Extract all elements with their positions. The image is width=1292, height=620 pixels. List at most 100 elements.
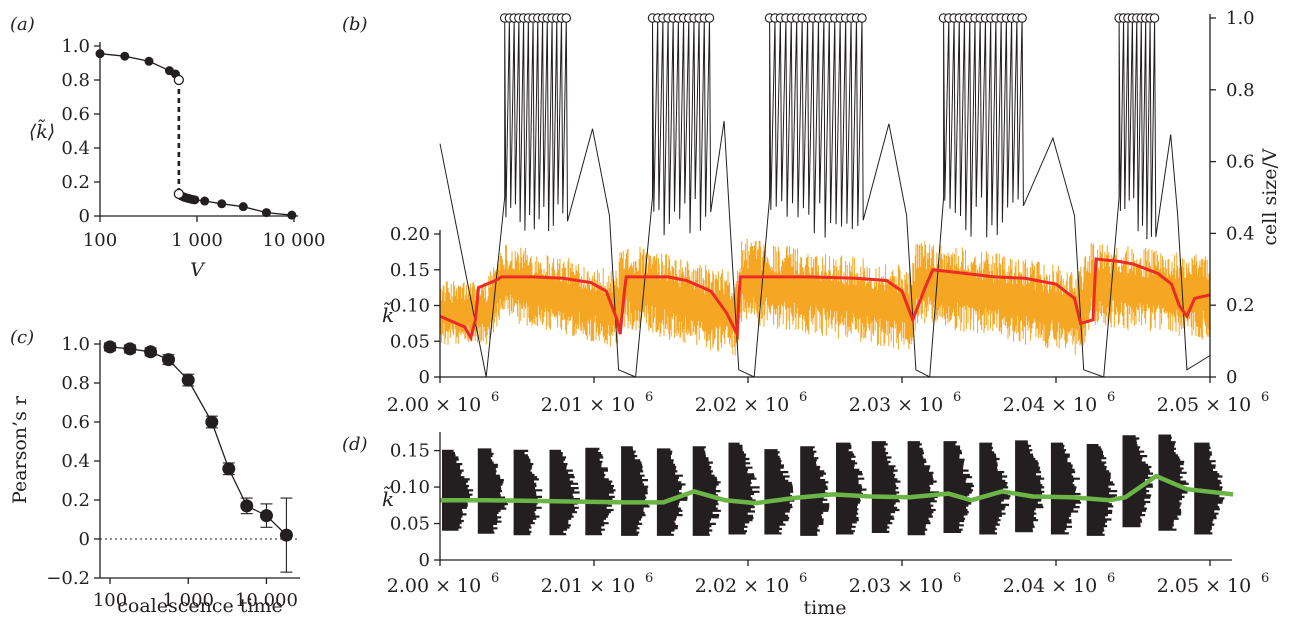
data-point	[95, 49, 105, 59]
data-point	[240, 499, 254, 513]
x-tick-label: 100	[93, 590, 127, 611]
k-histogram	[907, 441, 940, 536]
data-point	[222, 462, 236, 476]
x-tick-label: 10 000	[263, 230, 326, 251]
x-tick-label: 2.04 × 10	[1003, 394, 1097, 416]
panel-c: −0.2 0 0.2 0.4 0.6 0.8 1.0 100 1 000 10 000 (c) coa…	[9, 327, 300, 617]
y-tick-label-left: 0.15	[390, 260, 430, 281]
x-tick-label: 2.02 × 10	[695, 394, 789, 416]
data-point	[261, 208, 271, 218]
x-tick-label: 2.05 × 10	[1157, 575, 1251, 597]
k-mean-line	[439, 257, 1211, 342]
k-smoothed-line	[440, 473, 1234, 506]
data-point	[120, 51, 130, 61]
division-marker	[857, 13, 867, 23]
k-histogram	[549, 449, 580, 536]
x-tick-label: 2.02 × 10	[695, 575, 789, 597]
k-histogram	[585, 447, 616, 536]
cell-size-line	[439, 17, 1211, 378]
y-tick-label: 1.0	[61, 36, 90, 57]
y-tick-label: 0.6	[61, 412, 90, 433]
y-tick-label: 0.4	[61, 138, 90, 159]
k-histogram	[764, 449, 795, 535]
y-tick-label: 0	[79, 529, 90, 550]
x-tick-exponent: 6	[799, 571, 807, 586]
correlation-line	[109, 346, 287, 536]
x-tick-label: 2.03 × 10	[849, 394, 943, 416]
k-histogram	[728, 442, 760, 535]
data-point	[217, 199, 227, 209]
y-tick-label-right: 0.6	[1226, 152, 1255, 173]
data-point	[287, 210, 297, 220]
k-histogram	[871, 441, 902, 533]
y-tick-label-left: 0.10	[390, 296, 430, 317]
y-tick-label-left: 0.05	[390, 331, 430, 352]
x-tick-label: 2.04 × 10	[1003, 575, 1097, 597]
y-tick-label-left: 0.20	[390, 224, 430, 245]
k-histogram	[1086, 444, 1118, 536]
y-tick-label-right: 0.2	[1226, 295, 1255, 316]
data-point	[279, 528, 293, 542]
panel-a: 0 0.2 0.4 0.6 0.8 1.0 100 1 000 10 000 (a) V ⟨k̃⟩	[10, 14, 325, 281]
x-tick-label: 1 000	[171, 230, 223, 251]
data-point	[103, 340, 117, 354]
panel-label: (c)	[10, 327, 34, 348]
k-histogram	[692, 446, 721, 536]
data-point	[200, 196, 210, 206]
k-histogram	[477, 448, 509, 534]
panel-label: (d)	[342, 434, 368, 455]
data-point	[144, 56, 154, 66]
division-marker	[1149, 13, 1160, 23]
x-tick-label: 2.03 × 10	[849, 575, 943, 597]
x-tick-exponent: 6	[645, 571, 653, 586]
panel-label: (a)	[10, 14, 35, 35]
y-axis-title: k̃	[382, 485, 394, 511]
k-histogram	[979, 442, 1011, 535]
y-axis-title: ⟨k̃⟩	[29, 120, 55, 143]
k-histogram	[513, 449, 543, 536]
x-tick-exponent: 6	[1261, 571, 1269, 586]
x-tick-exponent: 6	[645, 390, 653, 405]
data-point	[259, 509, 273, 523]
division-marker	[704, 13, 715, 23]
y-tick-label: 0.05	[390, 514, 430, 535]
x-tick-exponent: 6	[1261, 390, 1269, 405]
data-point	[123, 342, 137, 356]
k-histogram	[1194, 442, 1226, 535]
y-tick-label: 0.15	[390, 441, 430, 462]
data-point	[238, 202, 248, 212]
x-tick-label: 2.01 × 10	[541, 575, 635, 597]
k-histogram	[1050, 442, 1082, 535]
y-tick-label: 0.2	[61, 172, 90, 193]
x-tick-label: 10 000	[235, 590, 298, 611]
x-axis-title: time	[804, 597, 847, 619]
y-axis-title: Pearson’s r	[9, 395, 31, 504]
y-tick-label-right: 0.4	[1226, 223, 1255, 244]
y-tick-label: 0.6	[61, 104, 90, 125]
y-tick-label: 0.2	[61, 490, 90, 511]
y-axis-title-left: k̃	[382, 301, 394, 327]
x-axis-title: V	[190, 259, 206, 281]
k-histogram	[1122, 435, 1153, 528]
k-histogram	[836, 442, 867, 535]
division-marker	[1017, 13, 1027, 23]
data-point	[162, 353, 176, 367]
division-marker	[561, 13, 572, 23]
x-tick-exponent: 6	[1107, 571, 1115, 586]
y-axis-title-right: cell size/V	[1259, 148, 1281, 246]
data-point	[190, 195, 200, 205]
y-tick-label: −0.2	[46, 568, 90, 589]
y-tick-label-right: 0.8	[1226, 80, 1255, 101]
x-tick-exponent: 6	[953, 571, 961, 586]
open-endpoint	[173, 188, 185, 200]
x-tick-exponent: 6	[491, 390, 499, 405]
x-tick-label: 2.00 × 10	[387, 394, 481, 416]
y-tick-label-right: 1.0	[1226, 8, 1255, 29]
y-tick-label: 0	[419, 550, 430, 571]
y-tick-label-right: 0	[1226, 367, 1237, 388]
open-endpoint	[173, 74, 185, 86]
data-point	[181, 373, 195, 387]
data-point	[205, 415, 219, 429]
x-tick-label: 2.05 × 10	[1157, 394, 1251, 416]
